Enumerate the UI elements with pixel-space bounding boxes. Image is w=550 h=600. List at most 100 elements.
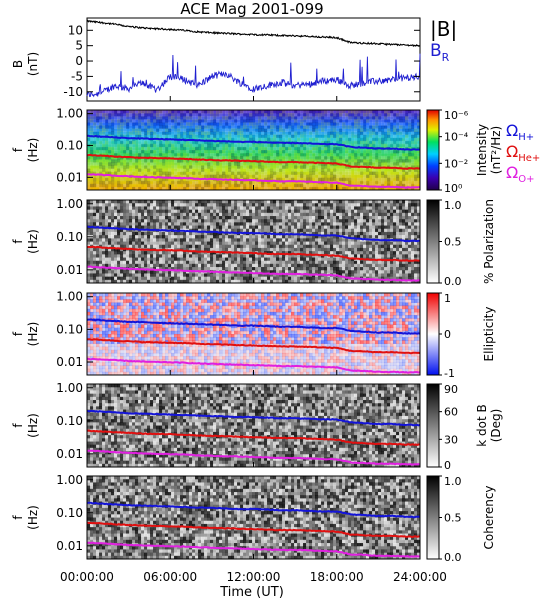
omega-h-line <box>86 134 421 151</box>
omega-he-line <box>87 338 421 355</box>
polarization-texture <box>87 200 421 284</box>
legend-omega-h: ΩH+ <box>506 121 534 143</box>
b-field-ytick-label: -10 <box>63 85 83 99</box>
coherency-ytick-label: 0.01 <box>56 539 83 553</box>
coherency-colorbar-label: Coherency <box>482 485 496 549</box>
k-dot-b-texture <box>87 384 421 468</box>
coherency-ytick-label: 1.00 <box>56 473 83 487</box>
polarization-ylabel: f <box>11 239 25 244</box>
ellipticity-colorbar-label: Ellipticity <box>482 307 496 362</box>
b-field-ytick-label: -5 <box>71 69 83 83</box>
intensity-colorbar-tick-label: 10⁻⁴ <box>444 131 469 144</box>
omega-o-line <box>87 449 421 466</box>
b-field-ytick-label: 5 <box>75 39 83 53</box>
k-dot-b-ytick-label: 1.00 <box>56 381 83 395</box>
coherency-texture <box>87 476 421 560</box>
intensity-colorbar <box>426 109 440 191</box>
k-dot-b-colorbar <box>426 383 440 468</box>
polarization-yunit: (Hz) <box>26 229 40 254</box>
ellipticity-colorbar <box>426 292 440 376</box>
polarization-colorbar <box>426 199 440 284</box>
omega-o-line <box>86 173 421 189</box>
series-b-radial-line <box>86 53 421 98</box>
figure-title: ACE Mag 2001-099 <box>180 0 323 18</box>
coherency-ytick-label: 0.10 <box>56 506 83 520</box>
coherency-colorbar-tick-label: 0.5 <box>444 512 462 525</box>
legend-omega-o: ΩO+ <box>506 163 534 185</box>
x-axis-label: Time (UT) <box>219 585 284 600</box>
omega-h-line <box>87 225 421 243</box>
k-dot-b-yunit: (Hz) <box>26 413 40 438</box>
k-dot-b-colorbar-unit: (Deg) <box>489 409 503 443</box>
coherency-ylabel: f <box>11 515 25 520</box>
polarization-ytick-label: 1.00 <box>56 197 83 211</box>
k-dot-b-colorbar-tick-label: 90 <box>444 383 458 396</box>
series-b-magnitude-line <box>86 19 421 48</box>
omega-o-line <box>86 265 421 282</box>
omega-h-line <box>86 409 421 427</box>
polarization-colorbar-tick-label: 0.0 <box>444 275 462 288</box>
intensity-colorbar-label: Intensity <box>475 124 489 176</box>
legend-b-radial: BR <box>430 41 450 64</box>
legend-b-magnitude: |B| <box>430 17 457 41</box>
x-tick-label: 12:00:00 <box>227 570 281 584</box>
b-field-ytick-label: 0 <box>75 54 83 68</box>
omega-he-line <box>86 429 421 447</box>
ellipticity-colorbar-tick-label: 1 <box>444 292 451 305</box>
intensity-colorbar-tick-label: 10⁰ <box>444 182 463 195</box>
x-tick-label: 00:00:00 <box>60 570 114 584</box>
b-field-yunit: (nT) <box>26 52 40 76</box>
ellipticity-ytick-label: 0.10 <box>56 322 83 336</box>
polarization-panel: 1.00 0.10 0.01 f (Hz) 1.0 0.5 0.0 % Polarization <box>11 197 496 288</box>
k-dot-b-colorbar-tick-label: 30 <box>444 433 458 446</box>
polarization-colorbar-label: % Polarization <box>482 199 496 284</box>
intensity-texture <box>87 110 421 191</box>
ellipticity-colorbar-tick-label: 0 <box>444 328 451 341</box>
intensity-colorbar-tick-label: 10⁻⁶ <box>444 109 469 122</box>
omega-he-line <box>86 521 421 539</box>
x-tick-label: 24:00:00 <box>393 570 447 584</box>
x-tick-label: 18:00:00 <box>310 570 364 584</box>
coherency-yunit: (Hz) <box>26 505 40 530</box>
k-dot-b-colorbar-tick-label: 60 <box>444 406 458 419</box>
coherency-colorbar-tick-label: 0.0 <box>444 551 462 564</box>
b-field-ytick-label: 10 <box>68 23 83 37</box>
omega-he-line <box>86 245 421 263</box>
x-tick-label: 06:00:00 <box>143 570 197 584</box>
intensity-panel: 1.00 0.10 0.01 f (Hz) 10⁰ 10⁻² 10⁻⁴ 10⁻⁶ Intensit… <box>11 107 503 195</box>
intensity-colorbar-unit: (nT²/Hz) <box>489 126 503 174</box>
omega-o-line <box>86 541 421 558</box>
ellipticity-texture <box>87 293 421 376</box>
omega-h-line <box>86 501 421 519</box>
ellipticity-yunit: (Hz) <box>26 322 40 347</box>
polarization-colorbar-tick-label: 0.5 <box>444 236 462 249</box>
coherency-panel: 1.00 0.10 0.01 f (Hz) 1.0 0.5 0.0 Coherency <box>11 473 496 564</box>
ellipticity-ytick-label: 0.01 <box>56 355 83 369</box>
omega-h-line <box>86 318 421 335</box>
ellipticity-ylabel: f <box>11 331 25 336</box>
ellipticity-panel: 1.00 0.10 0.01 f (Hz) 1 0 -1 Ellipticity <box>11 290 496 380</box>
omega-he-line <box>86 153 420 170</box>
legend-omega-he: ΩHe+ <box>506 142 540 164</box>
k-dot-b-colorbar-label: k dot B <box>475 404 489 446</box>
polarization-ytick-label: 0.10 <box>56 230 83 244</box>
k-dot-b-ytick-label: 0.10 <box>56 414 83 428</box>
b-field-ylabel: B <box>11 60 25 68</box>
intensity-colorbar-tick-label: 10⁻² <box>444 157 468 170</box>
intensity-ytick-label: 0.10 <box>56 138 83 152</box>
intensity-ylabel: f <box>11 147 25 152</box>
polarization-colorbar-tick-label: 1.0 <box>444 199 462 212</box>
omega-o-line <box>86 357 421 374</box>
ellipticity-colorbar-tick-label: -1 <box>444 367 455 380</box>
b-field-panel: 10 50-5 -10 B (nT) <box>11 17 421 102</box>
intensity-ytick-label: 0.01 <box>56 170 83 184</box>
k-dot-b-panel: 1.00 0.10 0.01 f (Hz) 90 60 30 0 k dot B (Deg) <box>11 381 503 472</box>
intensity-ytick-label: 1.00 <box>56 107 83 121</box>
coherency-colorbar-tick-label: 1.0 <box>444 475 462 488</box>
k-dot-b-ytick-label: 0.01 <box>56 447 83 461</box>
intensity-yunit: (Hz) <box>26 138 40 163</box>
polarization-ytick-label: 0.01 <box>56 263 83 277</box>
coherency-colorbar <box>426 475 440 560</box>
k-dot-b-colorbar-tick-label: 0 <box>444 459 451 472</box>
